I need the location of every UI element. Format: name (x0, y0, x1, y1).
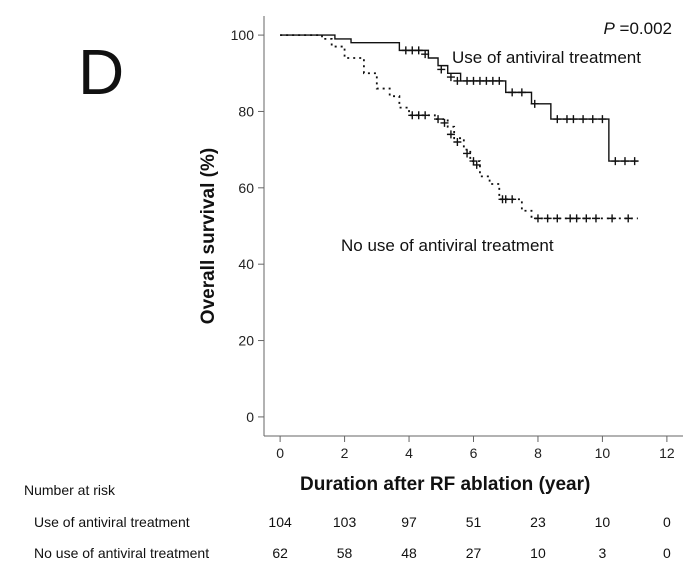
censor-mark-antiviral (630, 157, 639, 166)
series-annotation-no-antiviral: No use of antiviral treatment (341, 236, 554, 255)
risk-cell: 48 (401, 545, 417, 561)
censor-mark-antiviral (579, 115, 588, 124)
censor-mark-no-antiviral (608, 214, 617, 223)
risk-cell: 0 (662, 545, 671, 561)
censor-mark-no-antiviral (434, 115, 443, 124)
risk-cell: 104 (268, 514, 292, 530)
censor-mark-no-antiviral (591, 214, 600, 223)
y-tick-label: 100 (231, 27, 255, 43)
censor-mark-antiviral (598, 115, 607, 124)
risk-cell: 0 (662, 514, 671, 530)
risk-cell: 62 (272, 545, 288, 561)
censor-mark-antiviral (569, 115, 578, 124)
censor-mark-no-antiviral (472, 160, 481, 169)
risk-table-title: Number at risk (24, 482, 116, 498)
y-tick-label: 80 (238, 103, 254, 119)
risk-cell: 10 (594, 514, 611, 530)
risk-row-label: Use of antiviral treatment (34, 514, 190, 530)
y-tick-label: 20 (238, 333, 254, 349)
risk-cell: 103 (332, 514, 357, 530)
censor-mark-no-antiviral (533, 214, 542, 223)
series-line-no-antiviral (280, 34, 638, 220)
x-tick-label: 0 (276, 445, 284, 461)
y-tick-label: 0 (246, 409, 254, 425)
censor-mark-antiviral (495, 76, 504, 85)
censor-mark-no-antiviral (453, 138, 462, 146)
censor-mark-no-antiviral (440, 118, 449, 127)
censor-mark-antiviral (421, 50, 430, 59)
censor-mark-antiviral (437, 65, 446, 74)
p-value-symbol: P (603, 19, 615, 38)
risk-row-label: No use of antiviral treatment (34, 545, 210, 561)
censor-mark-antiviral (414, 46, 423, 55)
censor-mark-antiviral (611, 157, 620, 166)
panel-letter: D (78, 36, 125, 108)
y-axis-label: Overall survival (%) (198, 148, 219, 324)
censor-mark-no-antiviral (508, 195, 517, 204)
p-value-label: P =0.002 (603, 19, 672, 38)
risk-cell: 3 (598, 545, 607, 561)
censor-mark-antiviral (620, 157, 629, 166)
y-tick-label: 60 (238, 180, 254, 196)
risk-cell: 23 (530, 514, 546, 530)
risk-cell: 51 (465, 514, 482, 530)
censor-mark-antiviral (588, 115, 597, 124)
x-tick-label: 2 (341, 445, 349, 461)
series-line-antiviral (280, 34, 638, 162)
censor-mark-no-antiviral (624, 214, 633, 223)
x-tick-label: 4 (405, 445, 413, 461)
risk-cell: 10 (530, 545, 546, 561)
series-annotation-antiviral: Use of antiviral treatment (452, 48, 641, 67)
risk-cell: 58 (336, 545, 353, 561)
x-axis-label: Duration after RF ablation (year) (300, 474, 591, 495)
survival-chart: 0 20 40 60 80 100 0 2 4 6 8 10 12 Overall survival (%… (198, 16, 683, 461)
censor-mark-antiviral (446, 73, 455, 82)
censor-mark-antiviral (530, 99, 539, 108)
risk-cell: 97 (401, 514, 417, 530)
censor-mark-no-antiviral (572, 214, 581, 223)
censor-mark-no-antiviral (582, 214, 591, 223)
x-tick-label: 10 (595, 445, 611, 461)
p-value-number: =0.002 (615, 19, 672, 38)
censor-mark-antiviral (453, 76, 462, 85)
risk-cell: 27 (465, 545, 482, 561)
censor-mark-no-antiviral (553, 214, 562, 223)
censor-mark-antiviral (508, 88, 517, 97)
censor-mark-no-antiviral (543, 214, 552, 223)
x-tick-label: 6 (470, 445, 478, 461)
censor-mark-no-antiviral (421, 111, 430, 120)
x-tick-label: 12 (659, 445, 675, 461)
censor-mark-no-antiviral (446, 130, 455, 139)
censor-mark-antiviral (553, 115, 562, 124)
y-tick-label: 40 (238, 256, 254, 272)
censor-mark-no-antiviral (463, 149, 472, 158)
x-tick-label: 8 (534, 445, 542, 461)
censor-mark-antiviral (517, 88, 526, 97)
